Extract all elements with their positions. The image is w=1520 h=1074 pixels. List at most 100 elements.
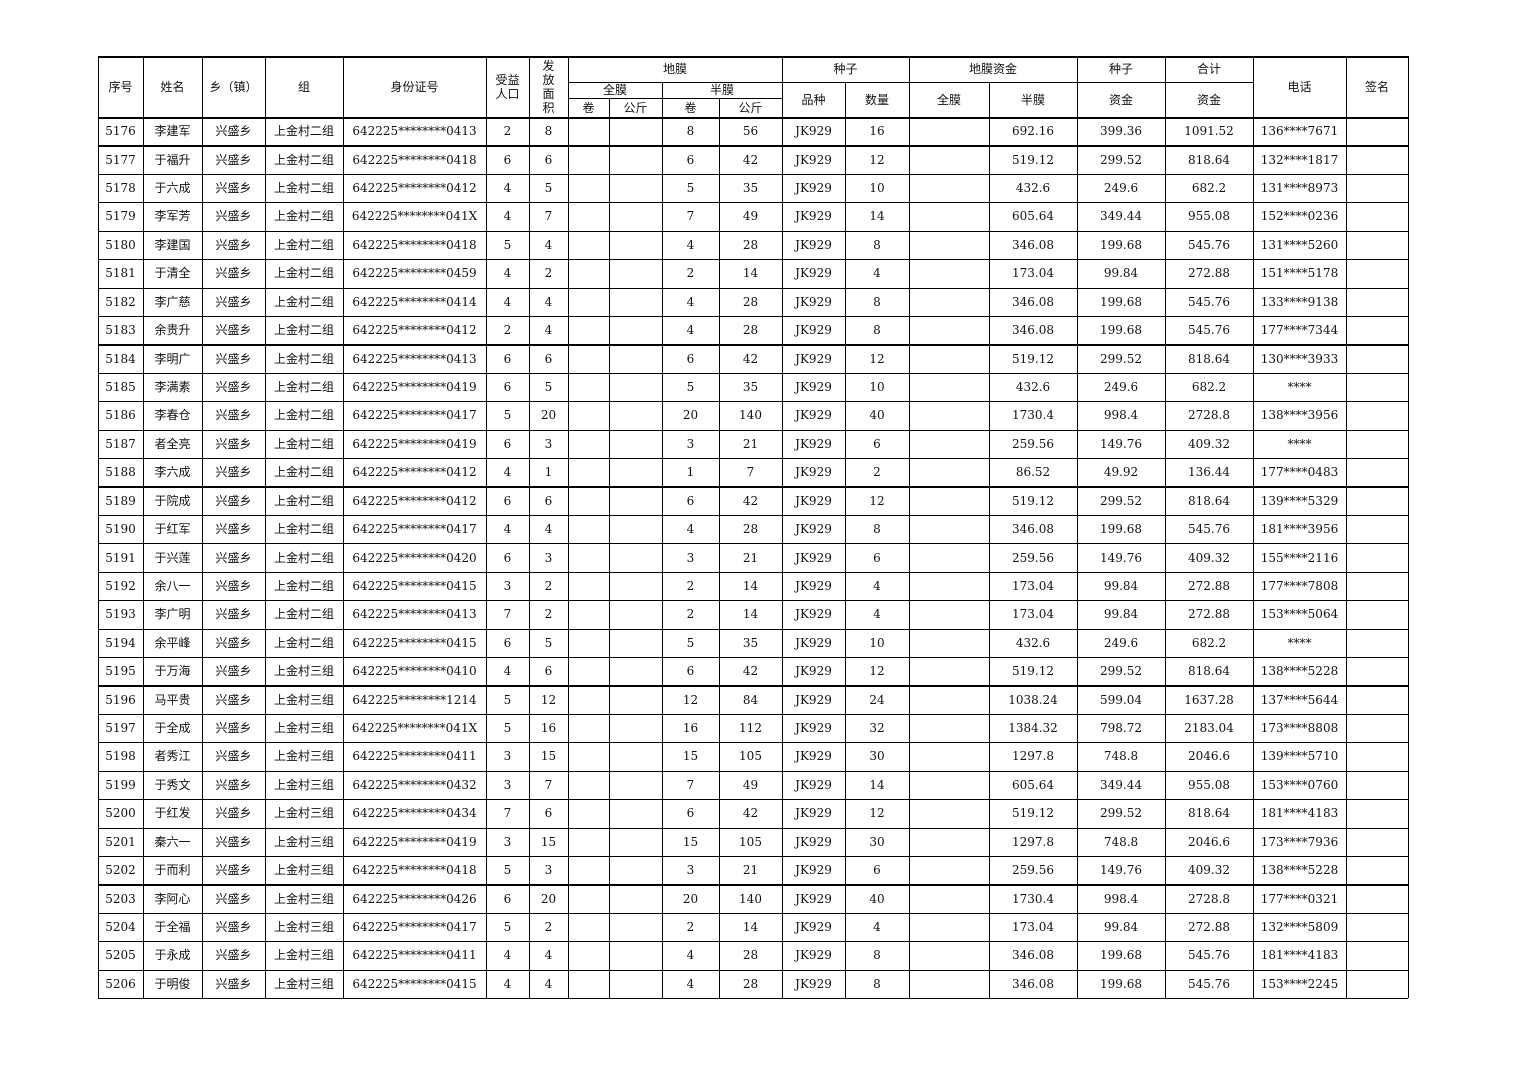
table-cell: 6 xyxy=(686,493,695,508)
table-cell: 马平贵 xyxy=(154,692,191,707)
grid-line xyxy=(98,600,1408,602)
table-cell: 21 xyxy=(742,863,759,878)
table-cell: 642225********0414 xyxy=(352,294,477,309)
table-cell: 于清全 xyxy=(154,266,191,281)
header-cell: 签名 xyxy=(1364,79,1389,94)
table-cell: 21 xyxy=(742,550,759,565)
table-cell: 5 xyxy=(544,181,553,196)
table-cell: 177****7808 xyxy=(1260,578,1339,593)
grid-line xyxy=(98,770,1408,772)
table-cell: 4 xyxy=(544,237,553,252)
table-cell: 748.8 xyxy=(1103,834,1139,849)
table-cell: JK929 xyxy=(795,209,832,224)
grid-line xyxy=(98,401,1408,403)
table-cell: 3 xyxy=(503,834,512,849)
table-cell: 14 xyxy=(742,607,759,622)
table-cell: 15 xyxy=(540,834,557,849)
table-cell: 于永成 xyxy=(154,948,191,963)
table-cell: 173.04 xyxy=(1012,607,1054,622)
table-cell: 5 xyxy=(686,181,695,196)
table-cell: 199.68 xyxy=(1100,976,1142,991)
table-cell: 6 xyxy=(503,493,512,508)
table-cell: 6 xyxy=(503,436,512,451)
grid-line xyxy=(568,82,1253,83)
grid-line xyxy=(98,742,1408,744)
grid-line xyxy=(98,56,1408,58)
table-cell: 于福升 xyxy=(154,152,191,167)
table-cell: 兴盛乡 xyxy=(215,266,252,281)
table-cell: 56 xyxy=(742,124,759,139)
table-cell: 兴盛乡 xyxy=(215,522,252,537)
grid-line xyxy=(98,969,1408,971)
table-cell: 4 xyxy=(544,948,553,963)
table-cell: 8 xyxy=(544,124,553,139)
table-cell: 99.84 xyxy=(1103,919,1139,934)
table-cell: 642225********0411 xyxy=(352,749,477,764)
table-cell: 30 xyxy=(869,834,885,849)
table-cell: 5197 xyxy=(105,721,136,736)
grid-line xyxy=(486,56,488,999)
table-cell: 181****3956 xyxy=(1260,522,1339,537)
table-cell: 955.08 xyxy=(1188,777,1230,792)
table-cell: 2 xyxy=(503,323,512,338)
table-cell: 5194 xyxy=(105,635,136,650)
table-cell: 21 xyxy=(742,436,759,451)
table-cell: 5 xyxy=(544,635,553,650)
table-cell: 173.04 xyxy=(1012,578,1054,593)
grid-line xyxy=(98,941,1408,943)
table-cell: 12 xyxy=(540,692,557,707)
table-cell: 49.92 xyxy=(1103,465,1139,480)
table-cell: 181****4183 xyxy=(1260,806,1339,821)
table-cell: 上金村三组 xyxy=(273,664,334,679)
header-cell: 数量 xyxy=(864,92,889,107)
table-cell: 1 xyxy=(686,465,695,480)
table-cell: JK929 xyxy=(795,465,832,480)
table-cell: 上金村二组 xyxy=(273,351,334,366)
table-cell: 818.64 xyxy=(1188,351,1230,366)
table-cell: 李六成 xyxy=(154,465,191,480)
table-cell: 519.12 xyxy=(1012,806,1054,821)
table-cell: 5203 xyxy=(105,891,136,906)
table-cell: 李军芳 xyxy=(154,209,191,224)
table-cell: 上金村二组 xyxy=(273,635,334,650)
table-cell: 6 xyxy=(544,806,553,821)
grid-line xyxy=(529,56,531,999)
table-cell: 5 xyxy=(503,408,512,423)
table-cell: 6 xyxy=(686,664,695,679)
header-cell: 公斤 xyxy=(738,100,763,115)
header-cell: 半膜 xyxy=(709,83,734,97)
table-cell: 642225********1214 xyxy=(352,692,477,707)
table-cell: 兴盛乡 xyxy=(215,777,252,792)
grid-line xyxy=(265,56,267,999)
table-cell: JK929 xyxy=(795,408,832,423)
grid-line xyxy=(98,315,1408,318)
table-cell: 兴盛乡 xyxy=(215,976,252,991)
table-cell: 2 xyxy=(544,578,553,593)
table-cell: 4 xyxy=(686,237,695,252)
table-cell: 上金村三组 xyxy=(273,806,334,821)
table-cell: 上金村三组 xyxy=(273,948,334,963)
table-cell: 5 xyxy=(686,379,695,394)
table-cell: 131****5260 xyxy=(1260,237,1339,252)
table-cell: 4 xyxy=(503,266,512,281)
table-cell: 兴盛乡 xyxy=(215,124,252,139)
table-cell: 2 xyxy=(873,465,881,480)
table-cell: 642225********0412 xyxy=(352,323,477,338)
table-cell: 99.84 xyxy=(1103,266,1139,281)
table-cell: JK929 xyxy=(795,493,832,508)
table-cell: 199.68 xyxy=(1100,323,1142,338)
table-cell: 5192 xyxy=(105,578,136,593)
table-cell: 99.84 xyxy=(1103,607,1139,622)
header-cell: 地膜 xyxy=(662,62,687,76)
table-cell: 3 xyxy=(503,578,512,593)
table-cell: 5198 xyxy=(105,749,136,764)
table-cell: 8 xyxy=(873,948,881,963)
table-cell: 140 xyxy=(739,891,762,906)
table-cell: 5205 xyxy=(105,948,136,963)
table-cell: 35 xyxy=(742,379,759,394)
table-cell: 20 xyxy=(682,408,699,423)
table-cell: 409.32 xyxy=(1188,550,1230,565)
header-cell: 卷 xyxy=(582,100,595,115)
table-cell: 998.4 xyxy=(1103,408,1139,423)
table-cell: 642225********0413 xyxy=(352,607,477,622)
